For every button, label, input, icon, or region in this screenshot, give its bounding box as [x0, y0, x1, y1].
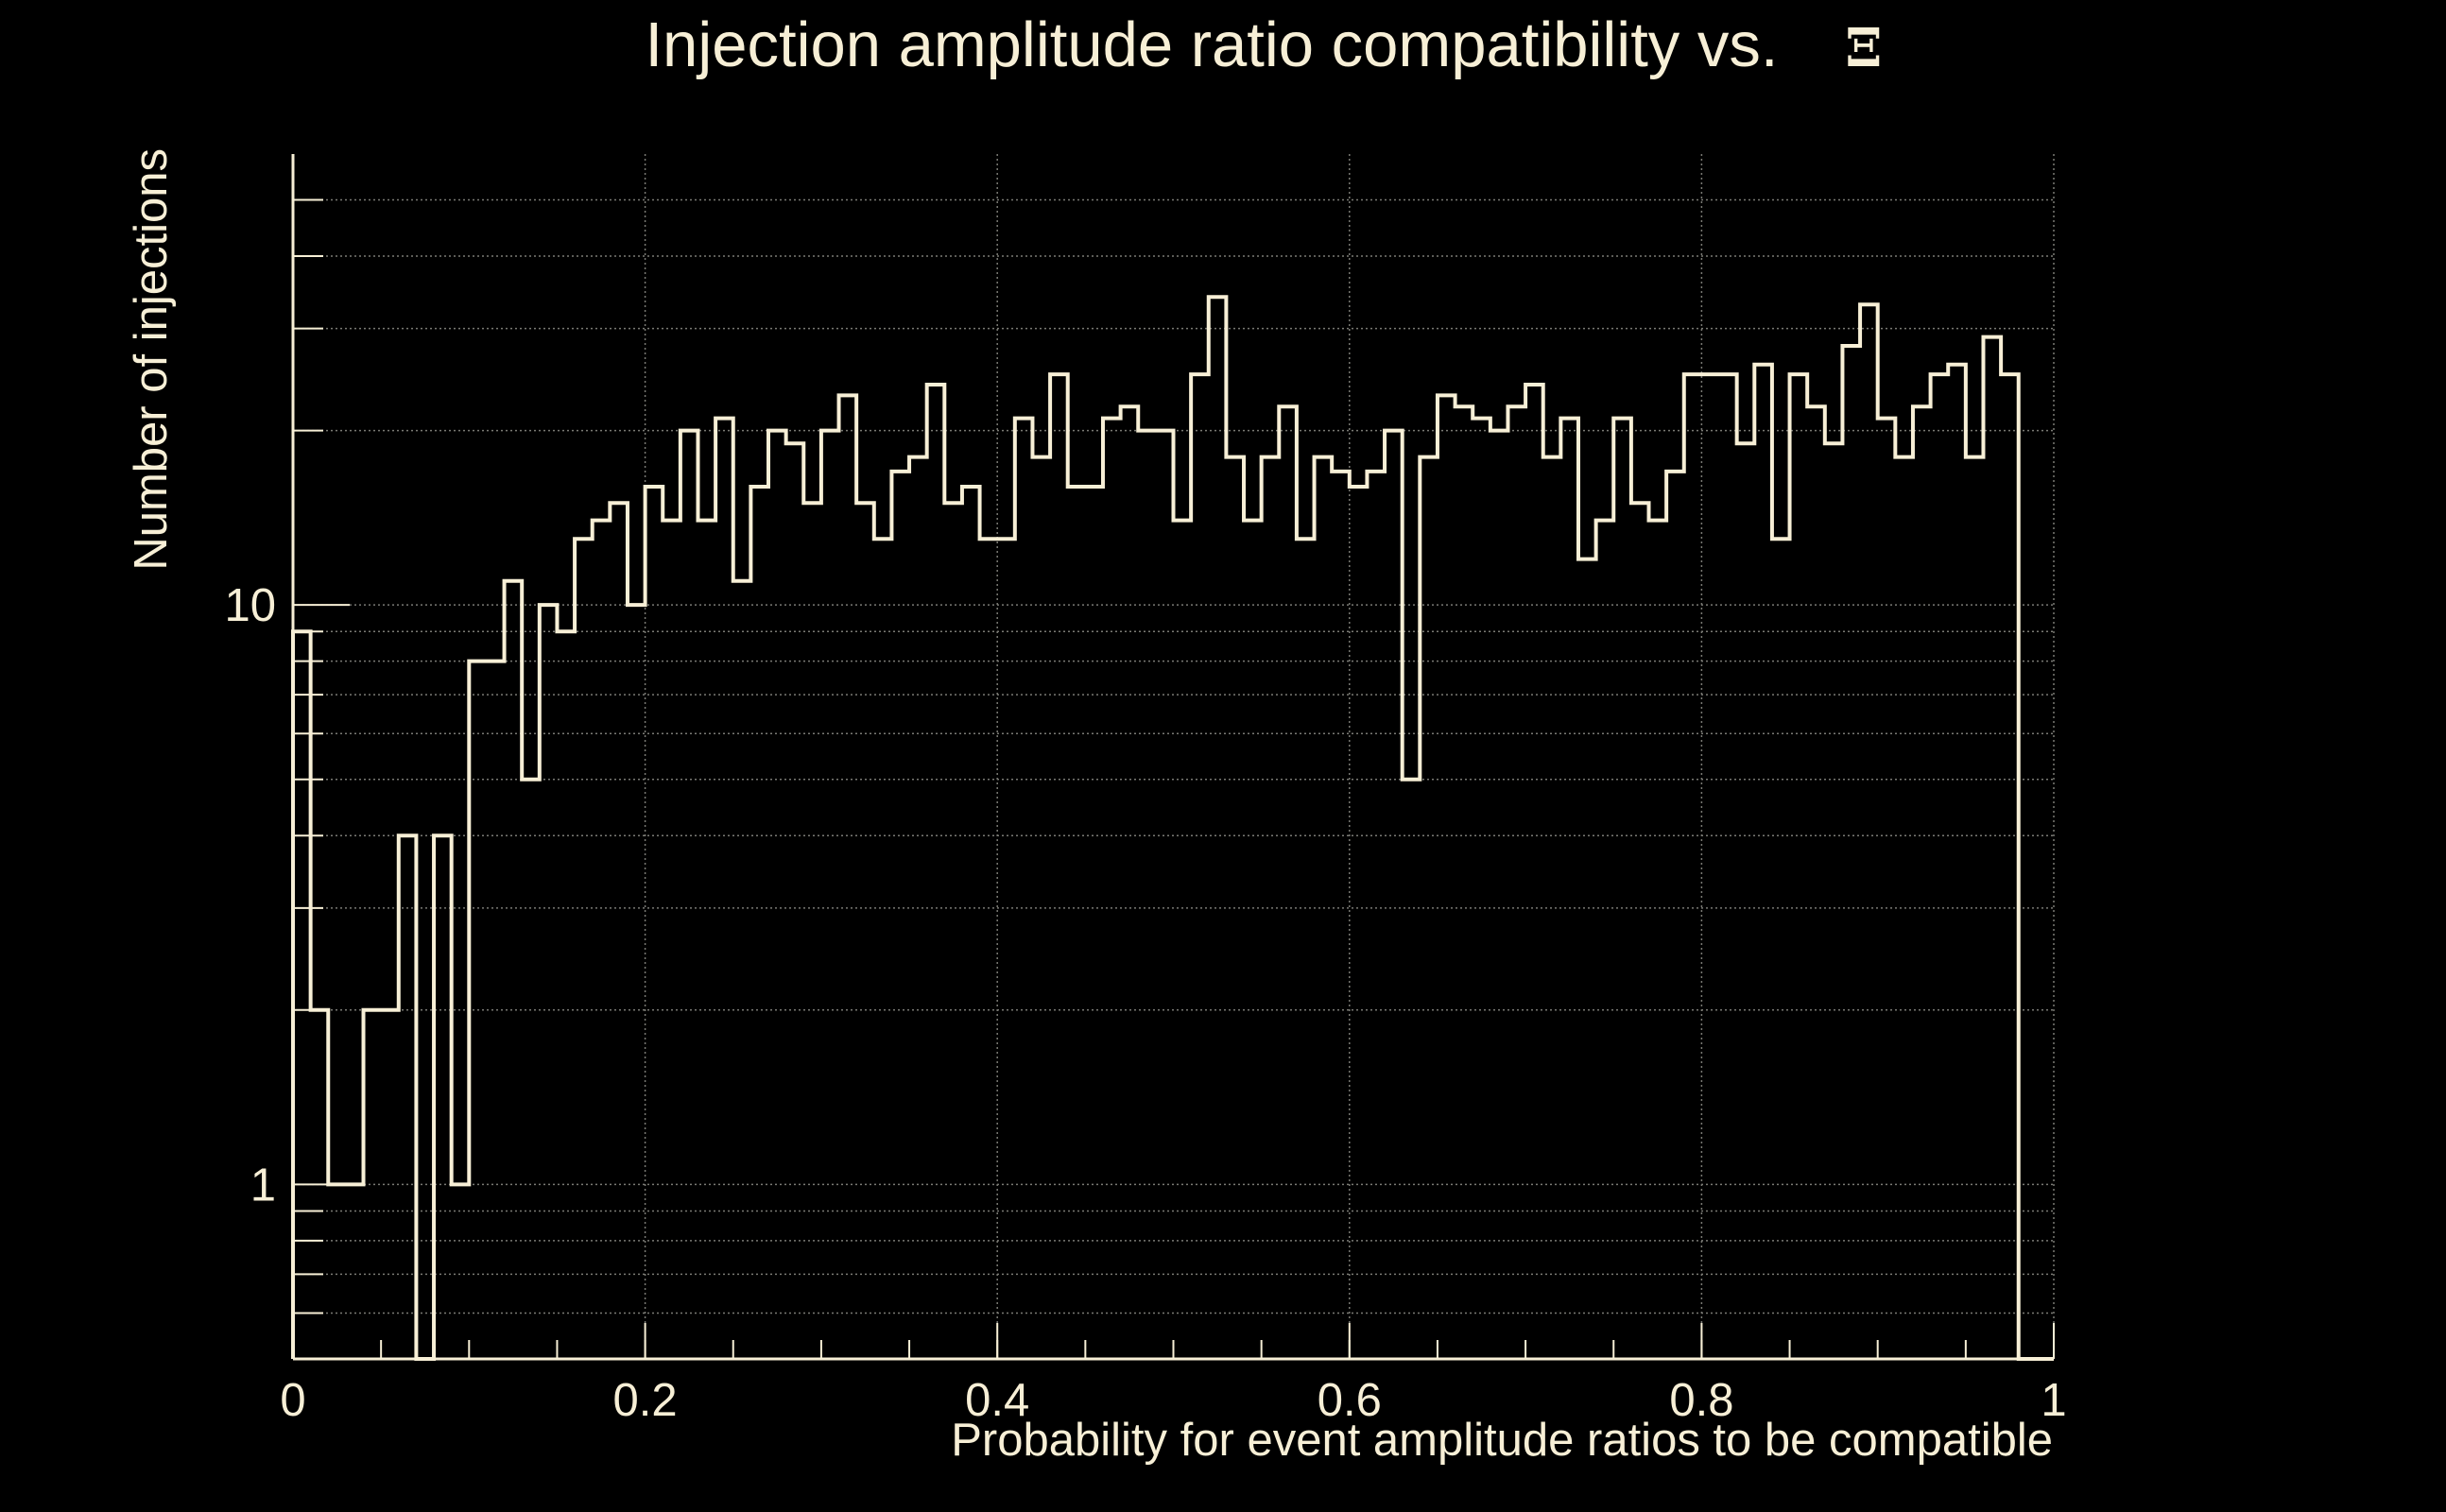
y-tick-label: 10 — [224, 580, 276, 631]
x-tick-label: 0.2 — [613, 1375, 678, 1426]
x-tick-label: 0.6 — [1318, 1375, 1382, 1426]
x-tick-label: 0.4 — [965, 1375, 1029, 1426]
chart-title: Injection amplitude ratio compatibility … — [645, 9, 1778, 80]
x-tick-label: 0 — [280, 1375, 305, 1426]
grid-lines — [292, 154, 2055, 1360]
x-tick-label: 1 — [2041, 1375, 2066, 1426]
histogram-outline — [291, 295, 2054, 1361]
y-tick-label: 1 — [250, 1160, 276, 1211]
chart-title-symbol: Ξ — [1845, 17, 1882, 79]
y-axis-label: Number of injections — [126, 148, 177, 571]
x-tick-label: 0.8 — [1669, 1375, 1733, 1426]
tick-labels: 0 0.2 0.4 0.6 0.8 1 1 10 — [224, 580, 2066, 1426]
x-axis-label: Probability for event amplitude ratios t… — [951, 1415, 2053, 1466]
